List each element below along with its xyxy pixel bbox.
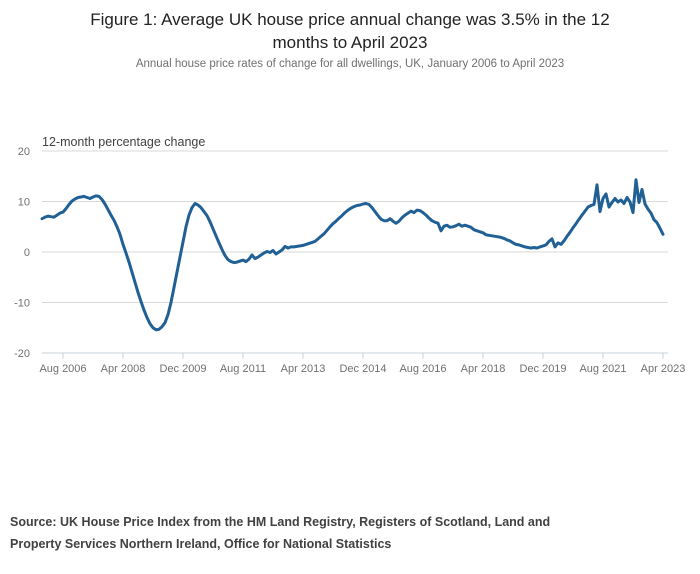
- x-tick-label: Apr 2018: [461, 363, 506, 375]
- figure-title: Figure 1: Average UK house price annual …: [70, 8, 630, 54]
- x-tick-label: Dec 2009: [159, 363, 206, 375]
- y-tick-label: -10: [14, 298, 30, 310]
- y-tick-label: -20: [14, 348, 30, 360]
- figure-title-line-2: months to April 2023: [272, 33, 428, 52]
- x-tick-label: Apr 2023: [641, 363, 686, 375]
- x-tick-label: Aug 2016: [399, 363, 446, 375]
- x-tick-label: Apr 2008: [101, 363, 146, 375]
- x-tick-label: Aug 2011: [220, 363, 266, 375]
- source-note-line-2: Property Services Northern Ireland, Offi…: [10, 537, 392, 551]
- y-tick-label: 20: [18, 146, 30, 158]
- x-tick-label: Aug 2006: [39, 363, 86, 375]
- source-note-line-1: Source: UK House Price Index from the HM…: [10, 515, 551, 529]
- x-tick-label: Apr 2013: [281, 363, 326, 375]
- y-tick-label: 0: [24, 247, 30, 259]
- y-tick-label: 10: [18, 197, 30, 209]
- data-line-uk-annual-change: [40, 178, 665, 332]
- figure-title-line-1: Figure 1: Average UK house price annual …: [90, 10, 610, 29]
- x-tick-label: Dec 2019: [519, 363, 566, 375]
- source-note: Source: UK House Price Index from the HM…: [10, 511, 658, 555]
- x-tick-label: Aug 2021: [579, 363, 626, 375]
- figure-subtitle: Annual house price rates of change for a…: [135, 58, 565, 70]
- x-tick-label: Dec 2014: [339, 363, 386, 375]
- line-chart: 20 10 0 -10 -20 Aug 2006 Apr 2008 Dec 2009 Aug 2…: [14, 135, 686, 375]
- y-axis-unit-label: 12-month percentage change: [42, 135, 205, 149]
